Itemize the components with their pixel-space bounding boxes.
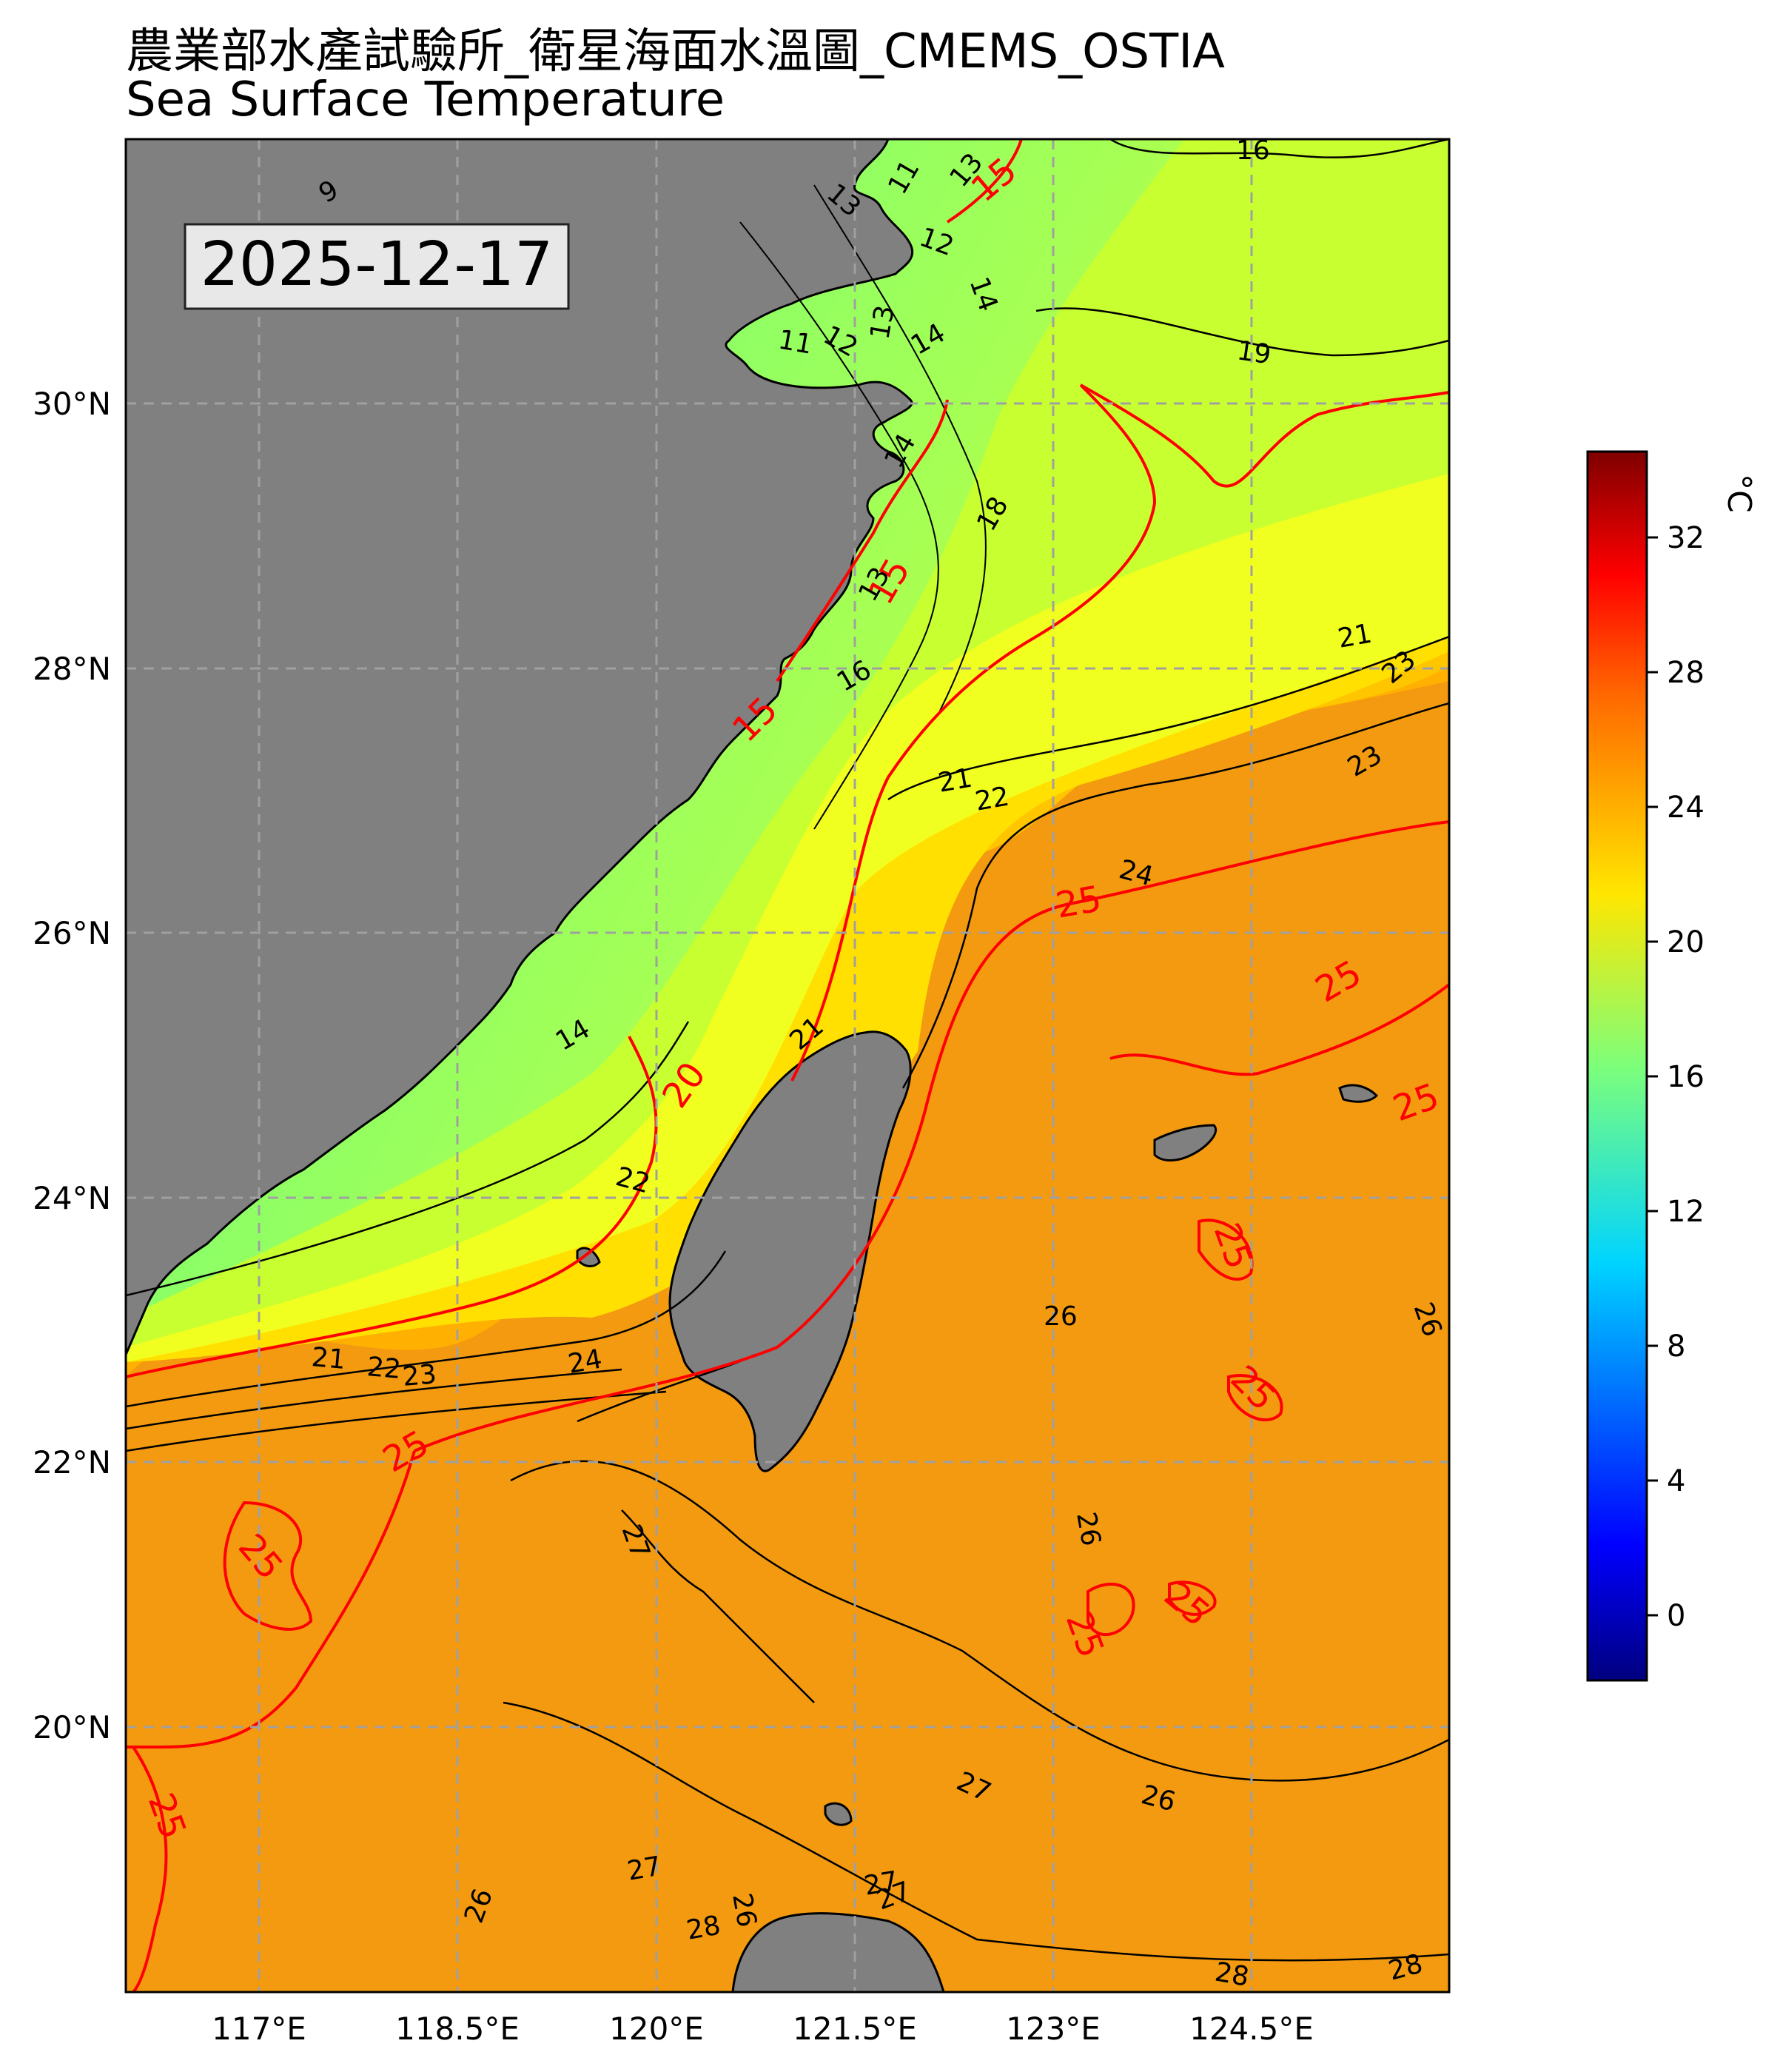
colorbar-tick-24: 24 [1667, 791, 1705, 825]
colorbar: 32 28 24 20 16 12 8 4 0 °C [1586, 450, 1758, 1682]
contours [126, 139, 1449, 1992]
map-title: 農業部水產試驗所_衛星海面水溫圖_CMEMS_OSTIA [126, 24, 1225, 79]
contour-label-black: 28 [684, 1911, 722, 1946]
land-okinawa [1153, 1124, 1218, 1161]
lon-label-121-5e: 121.5°E [793, 2011, 917, 2047]
contour-line-red [776, 399, 949, 683]
lat-label-28n: 28°N [33, 651, 111, 687]
contour-label-red: 25 [1052, 878, 1104, 927]
lon-axis: 117°E 118.5°E 120°E 121.5°E 123°E 124.5°… [212, 2011, 1314, 2047]
contour-label-black: 11 [776, 324, 814, 360]
lat-label-24n: 24°N [33, 1180, 111, 1216]
contour-line-red [1109, 983, 1449, 1076]
contour-line-black [887, 635, 1449, 801]
colorbar-tick-28: 28 [1667, 656, 1705, 690]
contour-label-black: 19 [1235, 335, 1273, 370]
land [126, 139, 1379, 1992]
red-contour-labels: 15 15 15 20 25 25 25 25 25 25 25 25 25 2… [140, 150, 1445, 1844]
lon-label-118-5e: 118.5°E [395, 2011, 520, 2047]
contour-line-red [126, 1036, 658, 1378]
contour-label-black: 13 [864, 303, 900, 341]
contour-label-black: 23 [401, 1359, 437, 1392]
contour-line-red [1168, 1580, 1217, 1616]
contour-line-red [414, 820, 1449, 1452]
contour-label-black: 21 [310, 1342, 346, 1375]
contour-line-black [126, 1368, 622, 1430]
land-luzon [731, 1912, 945, 1992]
date-box: 2025-12-17 [184, 223, 570, 310]
lon-label-123e: 123°E [1006, 2011, 1101, 2047]
contour-line-red [132, 1746, 168, 1992]
colorbar-tick-4: 4 [1667, 1464, 1685, 1498]
contour-line-black [739, 221, 939, 830]
contour-label-black: 21 [936, 763, 974, 799]
contour-label-black: 27 [862, 1866, 900, 1902]
contour-label-black: 22 [973, 782, 1011, 817]
lon-label-117e: 117°E [212, 2011, 306, 2047]
colorbar-ticks [1647, 536, 1658, 1617]
contour-line-black [1109, 139, 1449, 158]
contour-label-black: 22 [366, 1352, 402, 1385]
contour-line-red [126, 1450, 416, 1749]
land-penghu [576, 1247, 601, 1267]
contour-line-red [1080, 383, 1449, 488]
lon-label-124-5e: 124.5°E [1189, 2011, 1314, 2047]
contour-line-black [813, 184, 987, 711]
contour-line-black [510, 1460, 1449, 1782]
land-batanes [824, 1802, 853, 1826]
contour-label-black: 27 [625, 1851, 663, 1887]
colorbar-tick-8: 8 [1667, 1330, 1685, 1364]
contour-line-red [790, 383, 1157, 1082]
colorbar-tick-0: 0 [1667, 1599, 1685, 1633]
colorbar-tick-32: 32 [1667, 521, 1705, 555]
lat-axis: 30°N 28°N 26°N 24°N 22°N 20°N [33, 386, 111, 1746]
colorbar-tick-20: 20 [1667, 925, 1705, 959]
contour-line-red [946, 139, 1023, 224]
contour-label-black: 26 [726, 1891, 762, 1929]
meridians [258, 139, 1253, 1992]
parallels [126, 402, 1449, 1729]
land-okinawa-2 [1338, 1084, 1379, 1103]
date-label: 2025-12-17 [201, 229, 554, 300]
contour-label-black: 24 [565, 1344, 604, 1380]
colorbar-tick-labels: 32 28 24 20 16 12 8 4 0 [1667, 521, 1705, 1633]
colorbar-unit-label: °C [1720, 474, 1758, 513]
contour-line-red [1227, 1374, 1283, 1422]
contour-label-black: 16 [1236, 135, 1270, 166]
contour-line-red [1198, 1218, 1254, 1281]
graticule [126, 139, 1449, 1992]
contour-line-red [223, 1501, 313, 1631]
lat-label-26n: 26°N [33, 915, 111, 951]
lon-label-120e: 120°E [609, 2011, 704, 2047]
contour-line-black [1035, 307, 1449, 357]
contour-line-black [126, 1250, 727, 1408]
map-subtitle: Sea Surface Temperature [126, 73, 725, 127]
contour-label-black: 26 [1070, 1509, 1106, 1548]
land-taiwan [668, 1030, 912, 1472]
land-mainland [126, 139, 913, 1355]
contour-label-black: 21 [1335, 619, 1374, 654]
lat-label-20n: 20°N [33, 1709, 111, 1746]
colorbar-tick-12: 12 [1667, 1195, 1705, 1229]
contour-label-black: 28 [1212, 1957, 1251, 1992]
contour-label-black: 26 [1044, 1301, 1078, 1332]
contour-line-red [1087, 1583, 1135, 1636]
contour-line-black [503, 1701, 1449, 1962]
lat-label-30n: 30°N [33, 386, 111, 422]
map-frame [124, 138, 1451, 1994]
colorbar-tick-16: 16 [1667, 1060, 1705, 1094]
contour-line-black [621, 1509, 815, 1703]
lat-label-22n: 22°N [33, 1444, 111, 1481]
colorbar-gradient [1586, 450, 1648, 1682]
contour-line-black [126, 1390, 667, 1452]
contour-line-black [901, 702, 1449, 1089]
